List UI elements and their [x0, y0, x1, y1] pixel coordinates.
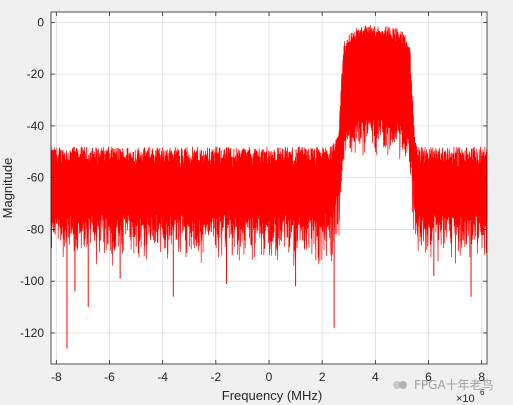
x-tick-label: 2 — [319, 370, 326, 384]
y-tick-label: -100 — [20, 274, 44, 288]
watermark: FPGA十年老鸟 — [392, 376, 494, 393]
watermark-logo-icon — [392, 379, 408, 391]
x-tick-label: -6 — [104, 370, 115, 384]
x-tick-label: 0 — [266, 370, 273, 384]
x-tick-label: -8 — [51, 370, 62, 384]
spectrum-trace — [50, 24, 488, 349]
x-tick-label: -2 — [210, 370, 221, 384]
y-tick-label: -80 — [27, 222, 45, 236]
y-tick-label: 0 — [37, 15, 44, 29]
x-tick-label: 4 — [372, 370, 379, 384]
y-tick-label: -20 — [27, 67, 45, 81]
spectrum-core-band — [51, 45, 487, 199]
y-axis-label: Magnitude — [0, 158, 15, 219]
axis-ticks: -8 -6 -4 -2 0 2 4 6 80-20-40-60-80-100-120 — [20, 12, 487, 384]
watermark-text: FPGA十年老鸟 — [414, 378, 494, 392]
y-tick-label: -120 — [20, 326, 44, 340]
x-axis-exponent-base: ×10 — [456, 393, 475, 405]
x-axis-label: Frequency (MHz) — [222, 388, 322, 403]
x-axis-exponent: ×10 6 — [456, 388, 485, 405]
y-tick-label: -40 — [27, 119, 45, 133]
x-tick-label: 8 — [478, 370, 485, 384]
x-tick-label: 6 — [425, 370, 432, 384]
x-tick-label: -4 — [157, 370, 168, 384]
y-tick-label: -60 — [27, 171, 45, 185]
x-axis-exponent-power: 6 — [480, 388, 485, 397]
